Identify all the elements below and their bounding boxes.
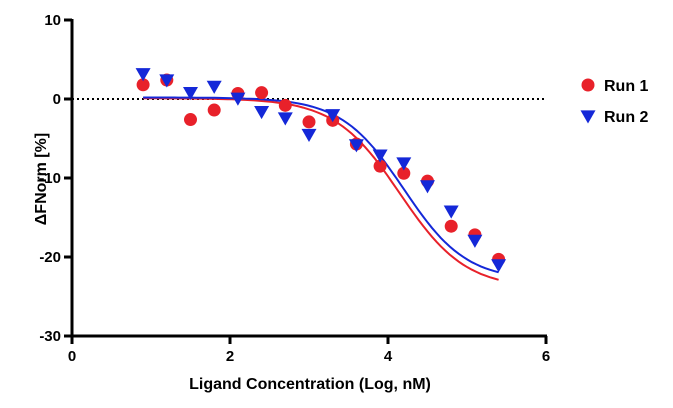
data-point-run-2 — [467, 234, 483, 248]
x-tick-label: 6 — [542, 348, 550, 365]
legend-label-run-1: Run 1 — [604, 78, 649, 95]
data-point-run-1 — [373, 159, 387, 173]
y-tick-label: -30 — [39, 328, 61, 345]
legend-marker-run-2 — [580, 110, 596, 124]
data-point-run-2 — [230, 92, 246, 106]
data-point-run-2 — [325, 109, 341, 123]
data-point-run-2 — [254, 106, 270, 120]
data-point-run-2 — [491, 259, 507, 273]
data-point-run-2 — [301, 128, 317, 143]
data-point-run-2 — [159, 74, 175, 88]
data-point-run-2 — [348, 139, 364, 153]
data-point-run-2 — [372, 149, 388, 163]
data-point-run-2 — [420, 180, 435, 194]
y-tick-label: -20 — [39, 249, 61, 266]
legend-marker-run-1 — [581, 78, 595, 92]
data-point-run-1 — [444, 219, 458, 233]
fit-curve-run-2 — [143, 96, 499, 274]
data-point-run-2 — [206, 80, 222, 94]
legend-label-run-2: Run 2 — [604, 109, 649, 126]
data-point-run-1 — [302, 115, 316, 129]
x-tick-label: 4 — [384, 348, 393, 365]
data-point-run-1 — [207, 103, 221, 117]
fit-curve-run-1 — [143, 97, 499, 281]
data-point-run-2 — [135, 68, 151, 82]
data-point-run-2 — [183, 87, 198, 101]
x-tick-label: 2 — [226, 348, 234, 365]
data-point-run-1 — [184, 113, 197, 127]
y-axis-title: ΔFNorm [%] — [33, 133, 50, 225]
legend: Run 1 Run 2 — [580, 78, 649, 126]
y-tick-label: -10 — [39, 170, 61, 187]
x-axis-title: Ligand Concentration (Log, nM) — [189, 376, 431, 393]
data-point-run-2 — [277, 112, 293, 126]
data-point-run-1 — [136, 78, 150, 92]
x-tick-label: 0 — [68, 348, 76, 365]
y-tick-label: 0 — [53, 91, 61, 108]
data-point-run-2 — [396, 157, 412, 171]
data-point-run-1 — [278, 98, 292, 112]
y-tick-label: 10 — [44, 12, 61, 29]
data-point-run-1 — [255, 86, 269, 100]
data-point-run-1 — [397, 166, 411, 180]
data-point-run-2 — [443, 205, 459, 219]
